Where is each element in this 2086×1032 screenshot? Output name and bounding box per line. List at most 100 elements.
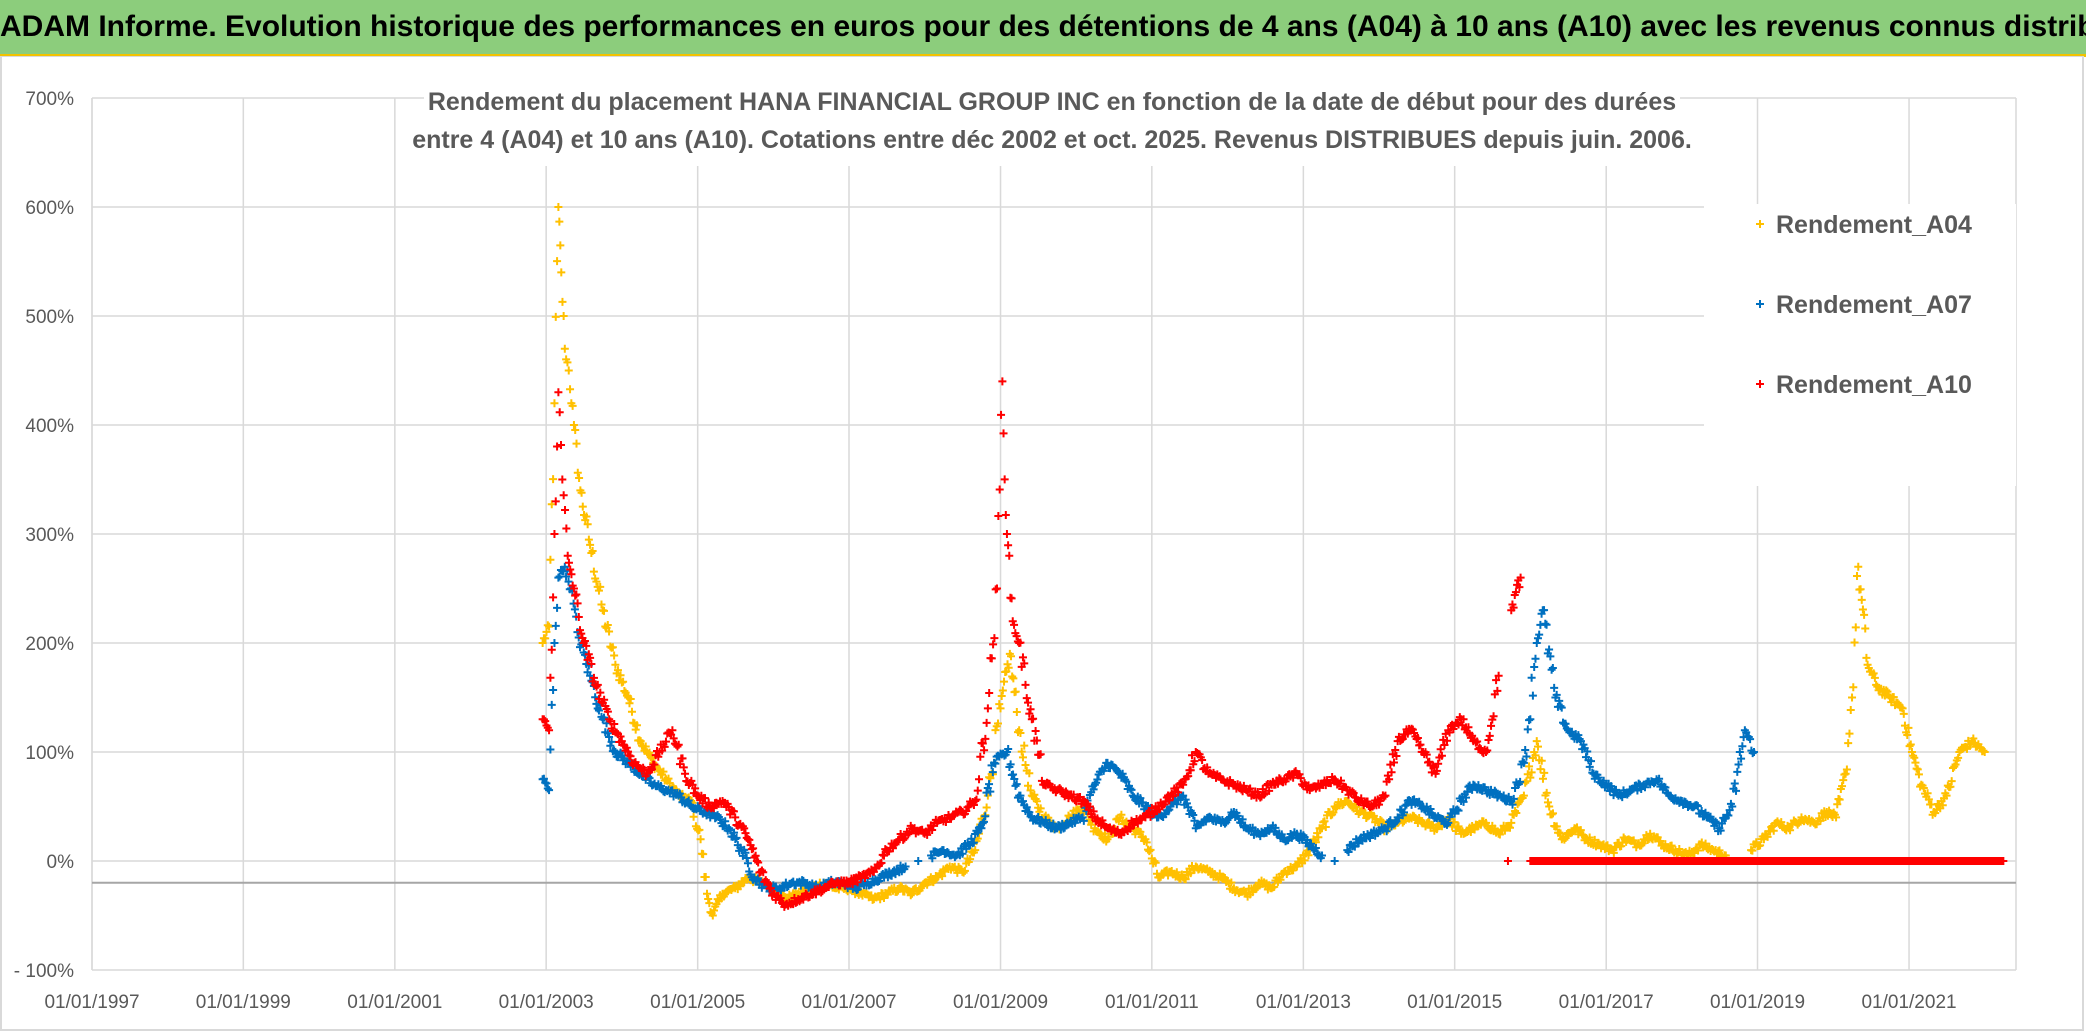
data-point [1006, 760, 1015, 769]
data-point [547, 700, 556, 709]
data-point [1348, 787, 1357, 796]
data-point [610, 746, 619, 755]
data-point [1508, 800, 1517, 809]
data-point [1585, 833, 1594, 842]
data-point [705, 899, 714, 908]
data-point [900, 865, 909, 874]
data-point [1026, 786, 1035, 795]
data-point [1504, 792, 1513, 801]
data-point [541, 717, 550, 726]
data-point [969, 801, 978, 810]
data-point [591, 693, 600, 702]
data-point [1693, 802, 1702, 811]
data-point [899, 835, 908, 844]
data-point [1725, 806, 1734, 815]
data-point [600, 695, 609, 704]
data-point [619, 677, 628, 686]
data-point [1530, 662, 1539, 671]
data-point [1098, 816, 1107, 825]
data-point [985, 689, 994, 698]
data-point [1889, 693, 1898, 702]
series-rendement-a10 [538, 377, 2008, 911]
data-point [584, 535, 593, 544]
data-point [991, 585, 1000, 594]
x-tick-label: 01/01/2021 [1861, 992, 1956, 1013]
data-point [991, 759, 1000, 768]
data-point [1385, 775, 1394, 784]
data-point [1032, 797, 1041, 806]
data-point [1190, 757, 1199, 766]
legend-box [1704, 204, 2016, 486]
data-point [1258, 785, 1267, 794]
data-point [1136, 827, 1145, 836]
data-point [962, 806, 971, 815]
series-rendement-a07 [538, 562, 1758, 896]
data-point [1494, 671, 1503, 680]
data-point [960, 866, 969, 875]
data-point [875, 877, 884, 886]
data-point [976, 752, 985, 761]
data-point [1919, 784, 1928, 793]
data-point [1036, 750, 1045, 759]
data-point [1016, 729, 1025, 738]
data-point [1002, 530, 1011, 538]
data-point [641, 742, 650, 751]
data-point [982, 788, 991, 797]
data-point [1459, 797, 1468, 806]
data-point [978, 739, 987, 748]
data-point [989, 640, 998, 649]
data-point [731, 834, 740, 843]
data-point [1102, 758, 1111, 767]
x-tick-label: 01/01/2015 [1407, 992, 1502, 1013]
data-point [577, 629, 586, 638]
data-point [729, 807, 738, 816]
data-point [647, 765, 656, 774]
data-point [575, 473, 584, 482]
data-point [978, 819, 987, 828]
data-point [1375, 800, 1384, 809]
data-point [1321, 822, 1330, 831]
data-point [1032, 736, 1041, 745]
data-point [1470, 825, 1479, 834]
data-point [600, 606, 609, 615]
data-point [1441, 819, 1450, 828]
data-point [759, 868, 768, 877]
data-point [1127, 785, 1136, 794]
data-point [1181, 875, 1190, 884]
data-point [1001, 510, 1010, 519]
data-point [650, 760, 659, 769]
data-point [549, 593, 558, 602]
y-tick-label: 100% [25, 743, 74, 764]
data-point [557, 268, 566, 277]
data-point [626, 752, 635, 761]
data-point [1904, 723, 1913, 732]
data-point [791, 898, 800, 907]
data-point [626, 694, 635, 703]
data-point [589, 567, 598, 576]
data-point [1499, 791, 1508, 800]
data-point [777, 898, 786, 907]
data-point [1495, 830, 1504, 839]
data-point [624, 747, 633, 756]
data-point [563, 358, 572, 367]
data-point [1378, 825, 1387, 834]
data-point [990, 634, 999, 643]
data-point [973, 828, 982, 837]
data-point [764, 879, 773, 888]
data-point [1169, 792, 1178, 801]
data-point [1849, 683, 1858, 692]
data-point [1122, 777, 1131, 786]
data-point [611, 660, 620, 669]
data-point [555, 408, 564, 417]
y-tick-label: - 100% [14, 961, 74, 982]
data-point [962, 844, 971, 853]
data-point [1000, 475, 1009, 484]
data-point [1655, 774, 1664, 783]
data-point [1899, 709, 1908, 718]
data-point [1548, 809, 1557, 818]
y-tick-label: 300% [25, 525, 74, 546]
data-point [610, 719, 619, 728]
data-point [1024, 698, 1033, 707]
data-point [1161, 797, 1170, 806]
data-point [558, 475, 567, 484]
